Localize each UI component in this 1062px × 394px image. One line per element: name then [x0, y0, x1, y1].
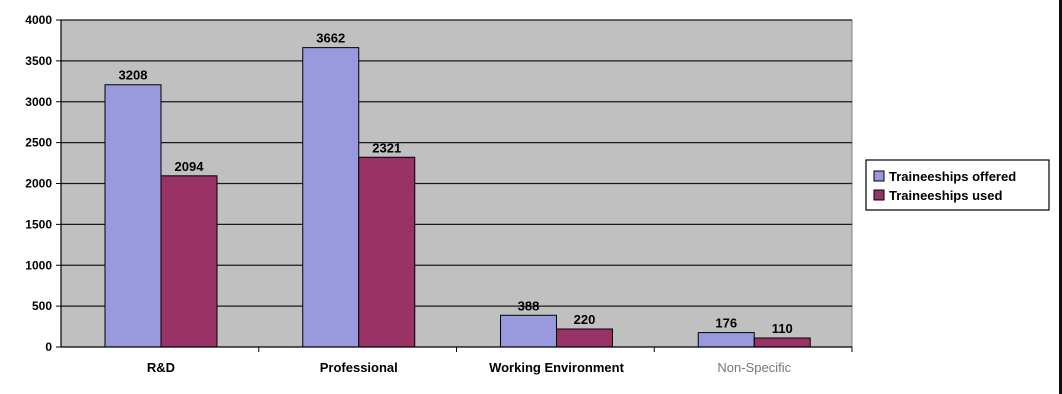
x-tick-label: Working Environment	[489, 360, 624, 375]
y-tick-label: 3500	[25, 54, 52, 68]
data-label: 2321	[372, 140, 401, 155]
data-label: 176	[715, 316, 737, 331]
bar-used	[160, 175, 218, 348]
data-label: 220	[574, 312, 596, 327]
data-label: 388	[518, 298, 540, 313]
legend: Traineeships offered Traineeships used	[865, 159, 1050, 211]
bar-offered	[302, 47, 360, 348]
y-tick-label: 2000	[25, 177, 52, 191]
bar-offered	[697, 332, 755, 348]
axes: 0 500 1000 1500 2000 2500 3000 3500 4000 R&D Profe…	[25, 13, 853, 375]
bar-used	[556, 328, 613, 348]
y-tick-label: 0	[45, 340, 52, 354]
y-tick-label: 500	[32, 299, 52, 313]
legend-entry: Traineeships offered	[889, 169, 1016, 184]
y-tick-label: 1500	[25, 217, 52, 231]
bar-used	[358, 156, 416, 348]
data-label: 3208	[119, 68, 148, 83]
legend-box	[865, 159, 1050, 211]
x-tick-label: Non-Specific	[717, 360, 791, 375]
data-label: 110	[772, 321, 793, 336]
legend-entry: Traineeships used	[889, 188, 1002, 203]
y-tick-label: 1000	[25, 258, 52, 272]
data-labels: 3208 2094 3662 2321 388 220 176 110	[119, 31, 793, 336]
x-tick-label: Professional	[320, 360, 398, 375]
data-label: 2094	[175, 159, 205, 174]
y-tick-label: 4000	[25, 13, 52, 27]
legend-swatch	[873, 170, 885, 182]
legend-swatch	[873, 189, 885, 201]
y-tick-label: 2500	[25, 136, 52, 150]
x-tick-label: R&D	[147, 360, 175, 375]
data-label: 3662	[316, 31, 345, 46]
bar-used	[753, 337, 811, 348]
bar-offered	[500, 314, 557, 348]
bars	[104, 47, 811, 348]
y-tick-label: 3000	[25, 95, 52, 109]
bar-offered	[104, 84, 162, 348]
